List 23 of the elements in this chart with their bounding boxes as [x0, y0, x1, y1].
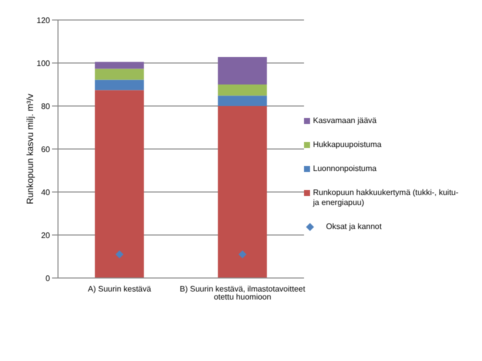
bar: [218, 84, 267, 96]
x-tick-label: A) Suurin kestävä: [88, 284, 152, 294]
legend-label: Runkopuun hakkuukertymä (tukki-, kuitu- ja energiapuu): [313, 188, 460, 208]
bar: [94, 68, 144, 80]
legend-label: Hukkapuupoistuma: [313, 140, 382, 150]
y-tick-label: 40: [41, 188, 51, 197]
legend-label: Luonnonpoistuma: [313, 164, 377, 174]
legend-label: Kasvamaan jäävä: [313, 116, 377, 126]
bar: [94, 80, 144, 90]
bar: [94, 90, 144, 278]
y-tick-label: 100: [36, 58, 51, 68]
y-tick-label: 0: [46, 274, 51, 283]
x-tick-label: B) Suurin kestävä, ilmastotavoitteet otettu huomioon: [180, 284, 306, 302]
y-tick-label: 80: [41, 102, 51, 111]
bar: [218, 96, 267, 106]
legend-label: Oksat ja kannot: [326, 222, 382, 232]
bar: [94, 62, 144, 69]
y-tick-label: 60: [41, 144, 51, 154]
bar: [218, 56, 267, 84]
bar: [218, 106, 267, 278]
y-axis-title: Runkopuun kasvu milj. m³/v: [25, 93, 36, 204]
y-tick-label: 120: [36, 16, 51, 25]
y-tick-label: 20: [41, 230, 51, 240]
